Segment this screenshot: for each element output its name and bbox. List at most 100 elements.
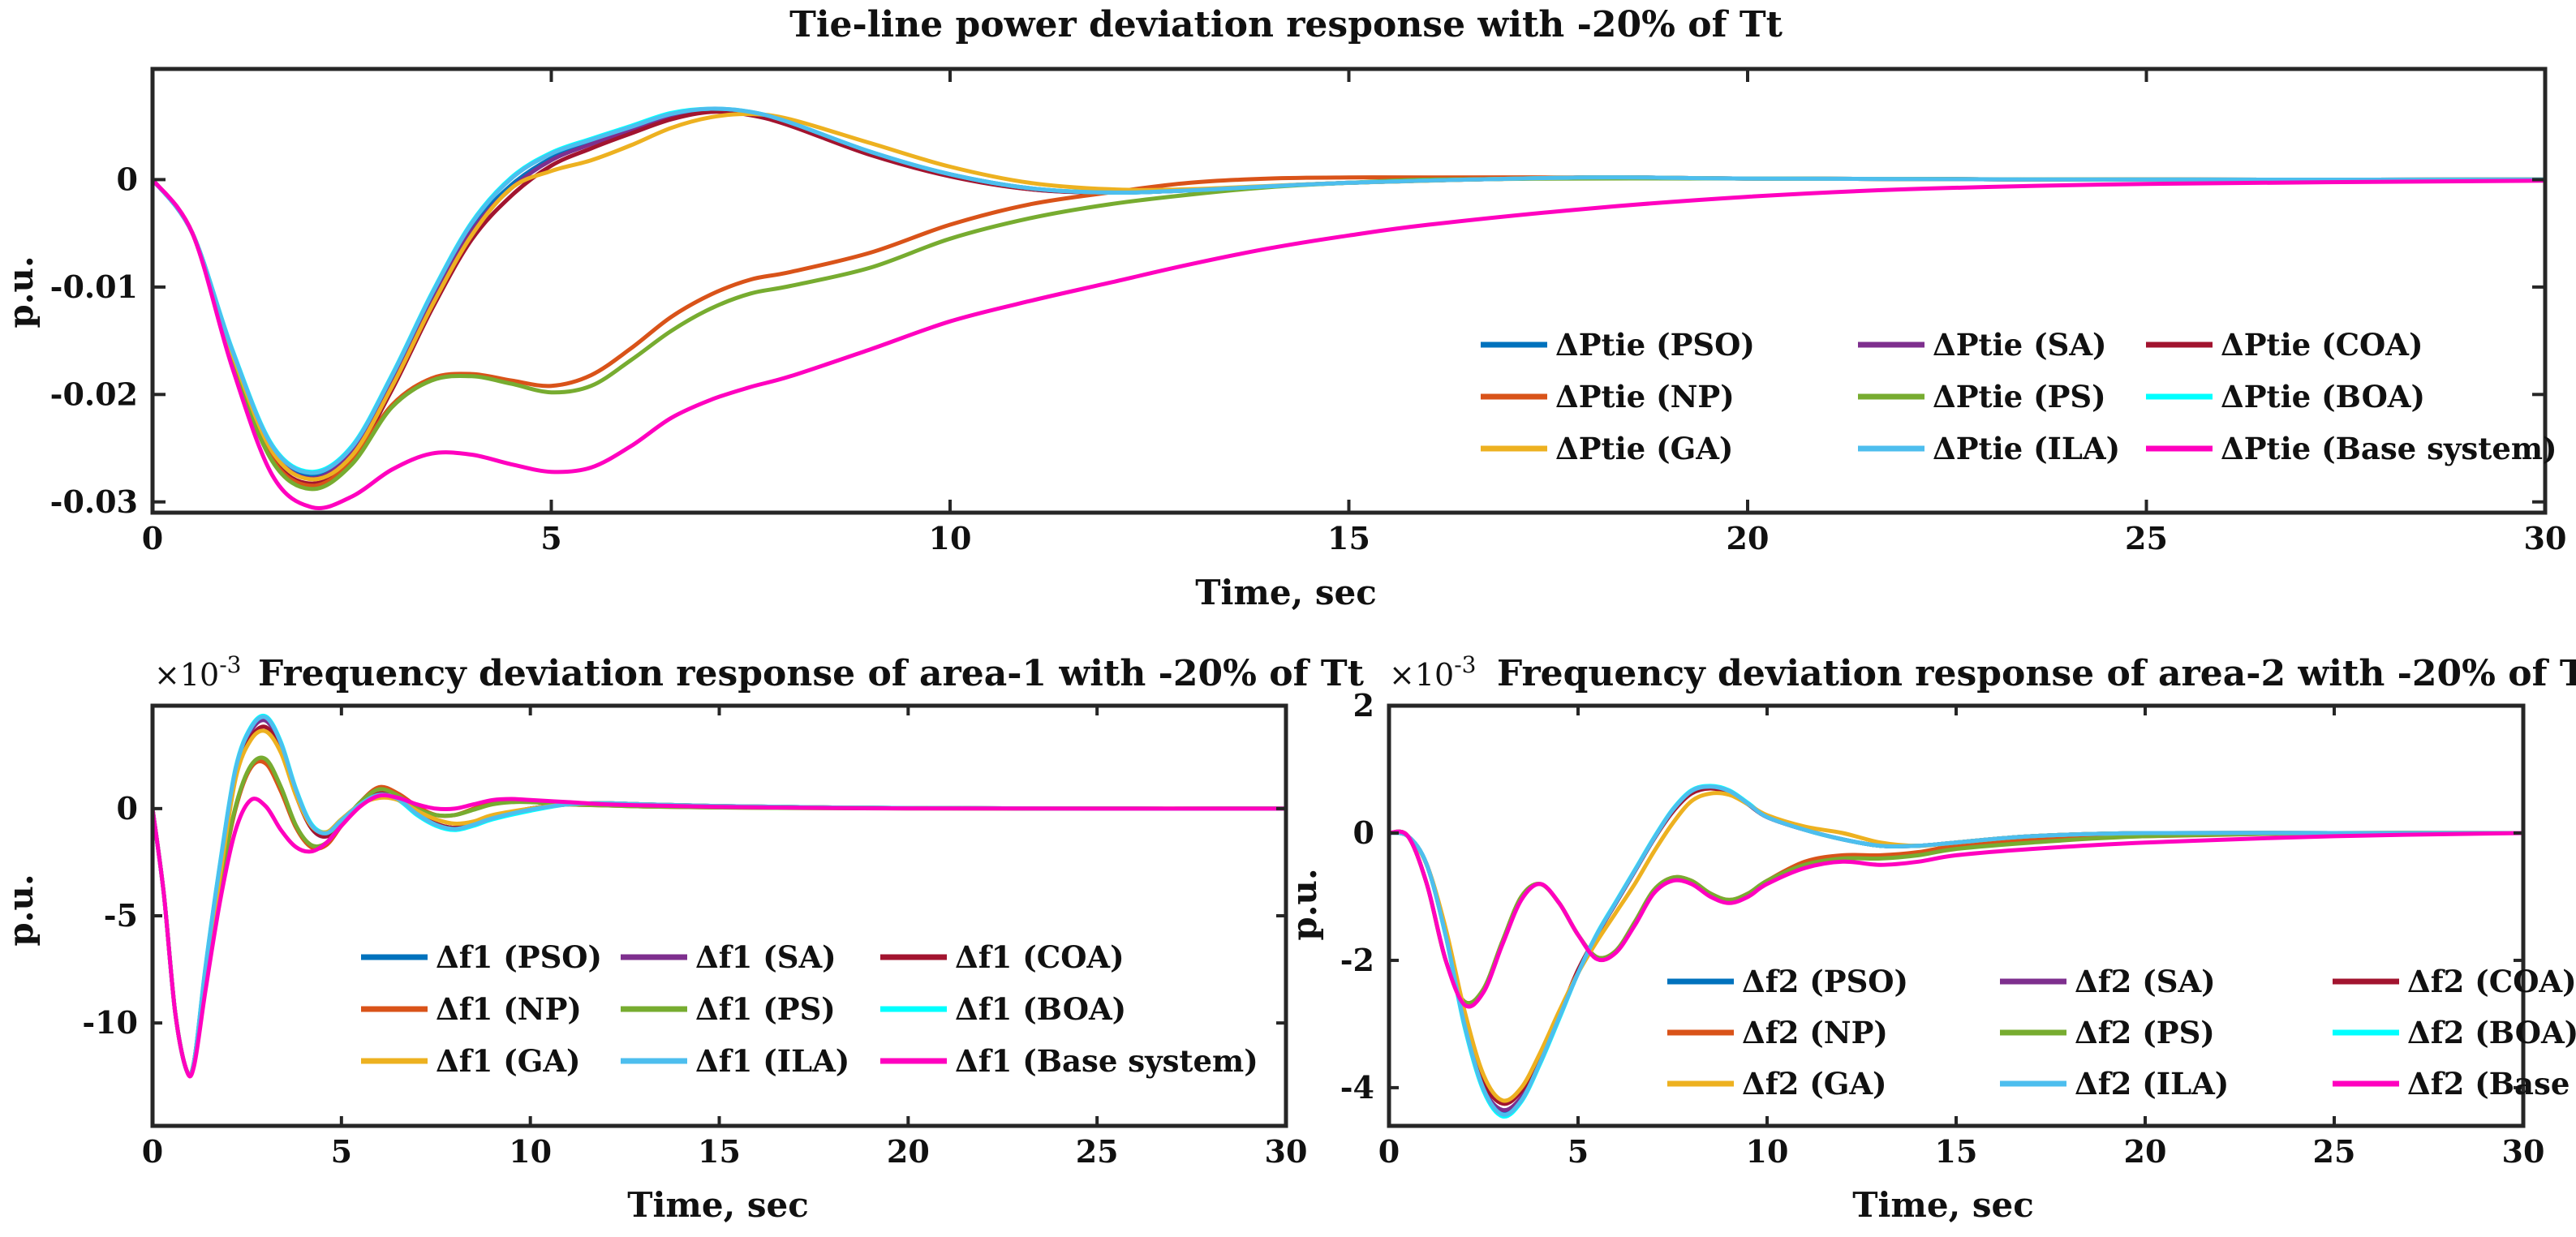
tie-chart-title: Tie-line power deviation response with -… xyxy=(789,4,1783,45)
f1-x-tick-label: 0 xyxy=(142,1133,163,1170)
tie-x-tick-label: 25 xyxy=(2125,520,2168,556)
f2-legend-item: Δf2 (PS) xyxy=(2000,1015,2215,1050)
f1-x-tick-label: 30 xyxy=(1265,1133,1308,1170)
tie-x-tick-label: 15 xyxy=(1327,520,1370,556)
tie-x-tick-label: 30 xyxy=(2524,520,2567,556)
f2-x-tick-label: 30 xyxy=(2502,1133,2545,1170)
f1-y-tick-label: 0 xyxy=(117,790,138,827)
f1-legend-label: Δf1 (Base system) xyxy=(955,1043,1258,1079)
f2-legend-label: Δf2 (BOA) xyxy=(2407,1015,2576,1050)
f1-x-tick-label: 15 xyxy=(698,1133,741,1170)
tie-y-tick-label: -0.03 xyxy=(50,483,138,520)
f1-chart-title: Frequency deviation response of area-1 w… xyxy=(258,653,1365,694)
f2-legend-item: Δf2 (GA) xyxy=(1667,1066,1887,1102)
f1-y-tick-label: -5 xyxy=(104,897,138,934)
f2-x-tick-label: 5 xyxy=(1568,1133,1589,1170)
f2-chart-title: Frequency deviation response of area-2 w… xyxy=(1497,653,2576,694)
f1-legend-label: Δf1 (PSO) xyxy=(436,939,602,975)
tie-legend-item: ΔPtie (BOA) xyxy=(2146,379,2425,414)
tie-legend: ΔPtie (PSO) ΔPtie (SA) ΔPtie (COA) ΔPtie (N… xyxy=(1481,327,2557,466)
tie-y-tick-label: -0.01 xyxy=(50,268,138,305)
f2-exponent-power: -3 xyxy=(1454,651,1476,678)
tie-x-tick-label: 0 xyxy=(142,520,163,556)
tie-y-axis-label: p.u. xyxy=(1,256,41,328)
f1-y-exponent: ×10-3 xyxy=(154,651,241,693)
tie-line-chart: Tie-line power deviation response with -… xyxy=(1,4,2566,612)
f2-legend-label: Δf2 (Base system) xyxy=(2407,1066,2576,1102)
f1-legend-item: Δf1 (COA) xyxy=(880,939,1125,975)
tie-legend-label: ΔPtie (Base system) xyxy=(2221,431,2557,466)
tie-legend-label: ΔPtie (PSO) xyxy=(1555,327,1755,363)
f2-series-line-8 xyxy=(1389,829,2523,1009)
f2-y-exponent: ×10-3 xyxy=(1389,651,1476,693)
f2-legend-item: Δf2 (Base system) xyxy=(2333,1066,2576,1102)
f1-legend-item: Δf1 (Base system) xyxy=(880,1043,1258,1079)
area2-frequency-chart: ×10-3 Frequency deviation response of ar… xyxy=(1284,651,2576,1225)
tie-series-line-8 xyxy=(153,178,2545,510)
tie-legend-item: ΔPtie (COA) xyxy=(2146,327,2423,363)
tie-y-tick-label: 0 xyxy=(117,161,138,197)
f1-x-tick-label: 20 xyxy=(887,1133,930,1170)
f1-series-line-8 xyxy=(153,792,1286,1079)
f2-x-tick-label: 0 xyxy=(1378,1133,1400,1170)
f1-legend-item: Δf1 (NP) xyxy=(361,991,582,1027)
tie-legend-item: ΔPtie (GA) xyxy=(1481,431,1733,466)
tie-legend-item: ΔPtie (PSO) xyxy=(1481,327,1755,363)
f1-x-tick-label: 10 xyxy=(509,1133,552,1170)
f1-legend-label: Δf1 (PS) xyxy=(695,991,836,1027)
f2-y-tick-label: 0 xyxy=(1353,814,1374,851)
tie-legend-item: ΔPtie (SA) xyxy=(1858,327,2107,363)
f2-series-group xyxy=(1389,784,2523,1119)
tie-y-tick-label: -0.02 xyxy=(50,376,138,412)
f1-legend-item: Δf1 (ILA) xyxy=(621,1043,849,1079)
f2-legend-label: Δf2 (NP) xyxy=(1742,1015,1888,1050)
f2-exponent-base: ×10 xyxy=(1389,657,1454,693)
f1-legend-item: Δf1 (SA) xyxy=(621,939,836,975)
f2-y-axis-label: p.u. xyxy=(1284,868,1324,940)
f2-y-tick-label: -2 xyxy=(1340,942,1374,978)
f2-legend-label: Δf2 (COA) xyxy=(2407,964,2576,999)
f1-x-axis-label: Time, sec xyxy=(627,1185,809,1225)
tie-legend-item: ΔPtie (NP) xyxy=(1481,379,1735,414)
f2-legend-item: Δf2 (PSO) xyxy=(1667,964,1908,999)
f1-legend-item: Δf1 (GA) xyxy=(361,1043,581,1079)
f1-legend-item: Δf1 (PSO) xyxy=(361,939,602,975)
f2-legend-label: Δf2 (PS) xyxy=(2075,1015,2215,1050)
f1-exponent-power: -3 xyxy=(219,651,241,678)
f2-legend-item: Δf2 (SA) xyxy=(2000,964,2216,999)
tie-legend-label: ΔPtie (COA) xyxy=(2221,327,2423,363)
f2-legend-item: Δf2 (COA) xyxy=(2333,964,2576,999)
f1-legend-label: Δf1 (BOA) xyxy=(955,991,1126,1027)
f1-x-tick-label: 5 xyxy=(331,1133,352,1170)
f2-legend-label: Δf2 (PSO) xyxy=(1742,964,1908,999)
f2-x-tick-label: 15 xyxy=(1935,1133,1978,1170)
f2-x-tick-label: 20 xyxy=(2124,1133,2167,1170)
f2-x-tick-label: 10 xyxy=(1746,1133,1789,1170)
f2-legend: Δf2 (PSO) Δf2 (SA) Δf2 (COA) Δf2 (NP) Δf2 (P… xyxy=(1667,964,2576,1102)
f2-x-axis-label: Time, sec xyxy=(1852,1185,2034,1225)
f2-legend-label: Δf2 (ILA) xyxy=(2075,1066,2229,1102)
tie-x-tick-label: 10 xyxy=(929,520,972,556)
tie-series-line-7 xyxy=(153,106,2545,475)
tie-legend-label: ΔPtie (PS) xyxy=(1933,379,2106,414)
tie-series-group xyxy=(153,106,2545,510)
f1-y-axis-label: p.u. xyxy=(1,874,41,946)
f1-exponent-base: ×10 xyxy=(154,657,219,693)
f2-legend-item: Δf2 (ILA) xyxy=(2000,1066,2229,1102)
f2-legend-label: Δf2 (SA) xyxy=(2075,964,2216,999)
f2-legend-label: Δf2 (GA) xyxy=(1742,1066,1887,1102)
f2-legend-item: Δf2 (NP) xyxy=(1667,1015,1888,1050)
tie-legend-label: ΔPtie (BOA) xyxy=(2221,379,2425,414)
f2-legend-item: Δf2 (BOA) xyxy=(2333,1015,2576,1050)
f2-x-tick-label: 25 xyxy=(2313,1133,2356,1170)
f1-legend-label: Δf1 (GA) xyxy=(436,1043,581,1079)
f1-legend-label: Δf1 (ILA) xyxy=(695,1043,849,1079)
tie-legend-label: ΔPtie (SA) xyxy=(1933,327,2107,363)
area1-frequency-chart: ×10-3 Frequency deviation response of ar… xyxy=(1,651,1365,1225)
f1-legend: Δf1 (PSO) Δf1 (SA) Δf1 (COA) Δf1 (NP) Δf1 (P… xyxy=(361,939,1258,1079)
tie-legend-label: ΔPtie (GA) xyxy=(1555,431,1733,466)
